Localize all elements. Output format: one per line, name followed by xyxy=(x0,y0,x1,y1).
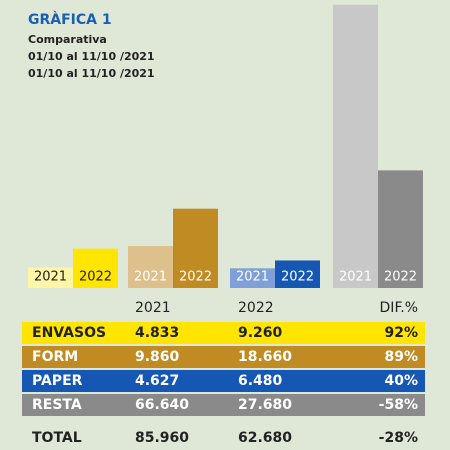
total-value: -28% xyxy=(379,430,418,446)
bar xyxy=(378,170,423,288)
bar xyxy=(128,246,173,288)
total-label: TOTAL xyxy=(32,430,82,446)
column-header: 2022 xyxy=(238,300,274,316)
chart-title: GRÀFICA 1 xyxy=(28,11,112,28)
cell-value: 9.260 xyxy=(238,325,283,341)
bar xyxy=(173,208,218,288)
cell-value: 40% xyxy=(384,373,418,389)
subtitle: Comparativa xyxy=(28,33,107,46)
subtitle: 01/10 al 11/10 /2021 xyxy=(28,50,155,63)
column-header: DIF.% xyxy=(380,300,418,316)
bar-year-label: 2021 xyxy=(339,270,372,285)
bar-year-label: 2021 xyxy=(236,270,269,285)
row-label: PAPER xyxy=(32,373,83,389)
total-value: 62.680 xyxy=(238,430,292,446)
cell-value: -58% xyxy=(379,397,418,413)
bar-year-label: 2022 xyxy=(281,270,314,285)
cell-value: 18.660 xyxy=(238,349,292,365)
bar xyxy=(333,4,378,289)
row-label: FORM xyxy=(32,349,78,365)
row-background xyxy=(22,394,425,416)
bar-year-label: 2022 xyxy=(179,270,212,285)
bar-year-label: 2022 xyxy=(79,270,112,285)
column-header: 2021 xyxy=(135,300,171,316)
cell-value: 4.627 xyxy=(135,373,179,389)
total-value: 85.960 xyxy=(135,430,189,446)
cell-value: 89% xyxy=(384,349,418,365)
cell-value: 92% xyxy=(384,325,418,341)
row-background xyxy=(22,322,425,344)
bar-year-label: 2021 xyxy=(34,270,67,285)
cell-value: 6.480 xyxy=(238,373,283,389)
row-label: RESTA xyxy=(32,397,82,413)
cell-value: 66.640 xyxy=(135,397,189,413)
bar xyxy=(73,248,118,288)
subtitle: 01/10 al 11/10 /2021 xyxy=(28,67,155,80)
bar-year-label: 2022 xyxy=(384,270,417,285)
bar xyxy=(28,267,73,288)
bar xyxy=(275,260,320,288)
row-background xyxy=(22,370,425,392)
cell-value: 27.680 xyxy=(238,397,292,413)
cell-value: 4.833 xyxy=(135,325,179,341)
row-label: ENVASOS xyxy=(32,325,106,341)
row-background xyxy=(22,346,425,368)
cell-value: 9.860 xyxy=(135,349,180,365)
bar xyxy=(230,268,275,288)
bar-year-label: 2021 xyxy=(134,270,167,285)
